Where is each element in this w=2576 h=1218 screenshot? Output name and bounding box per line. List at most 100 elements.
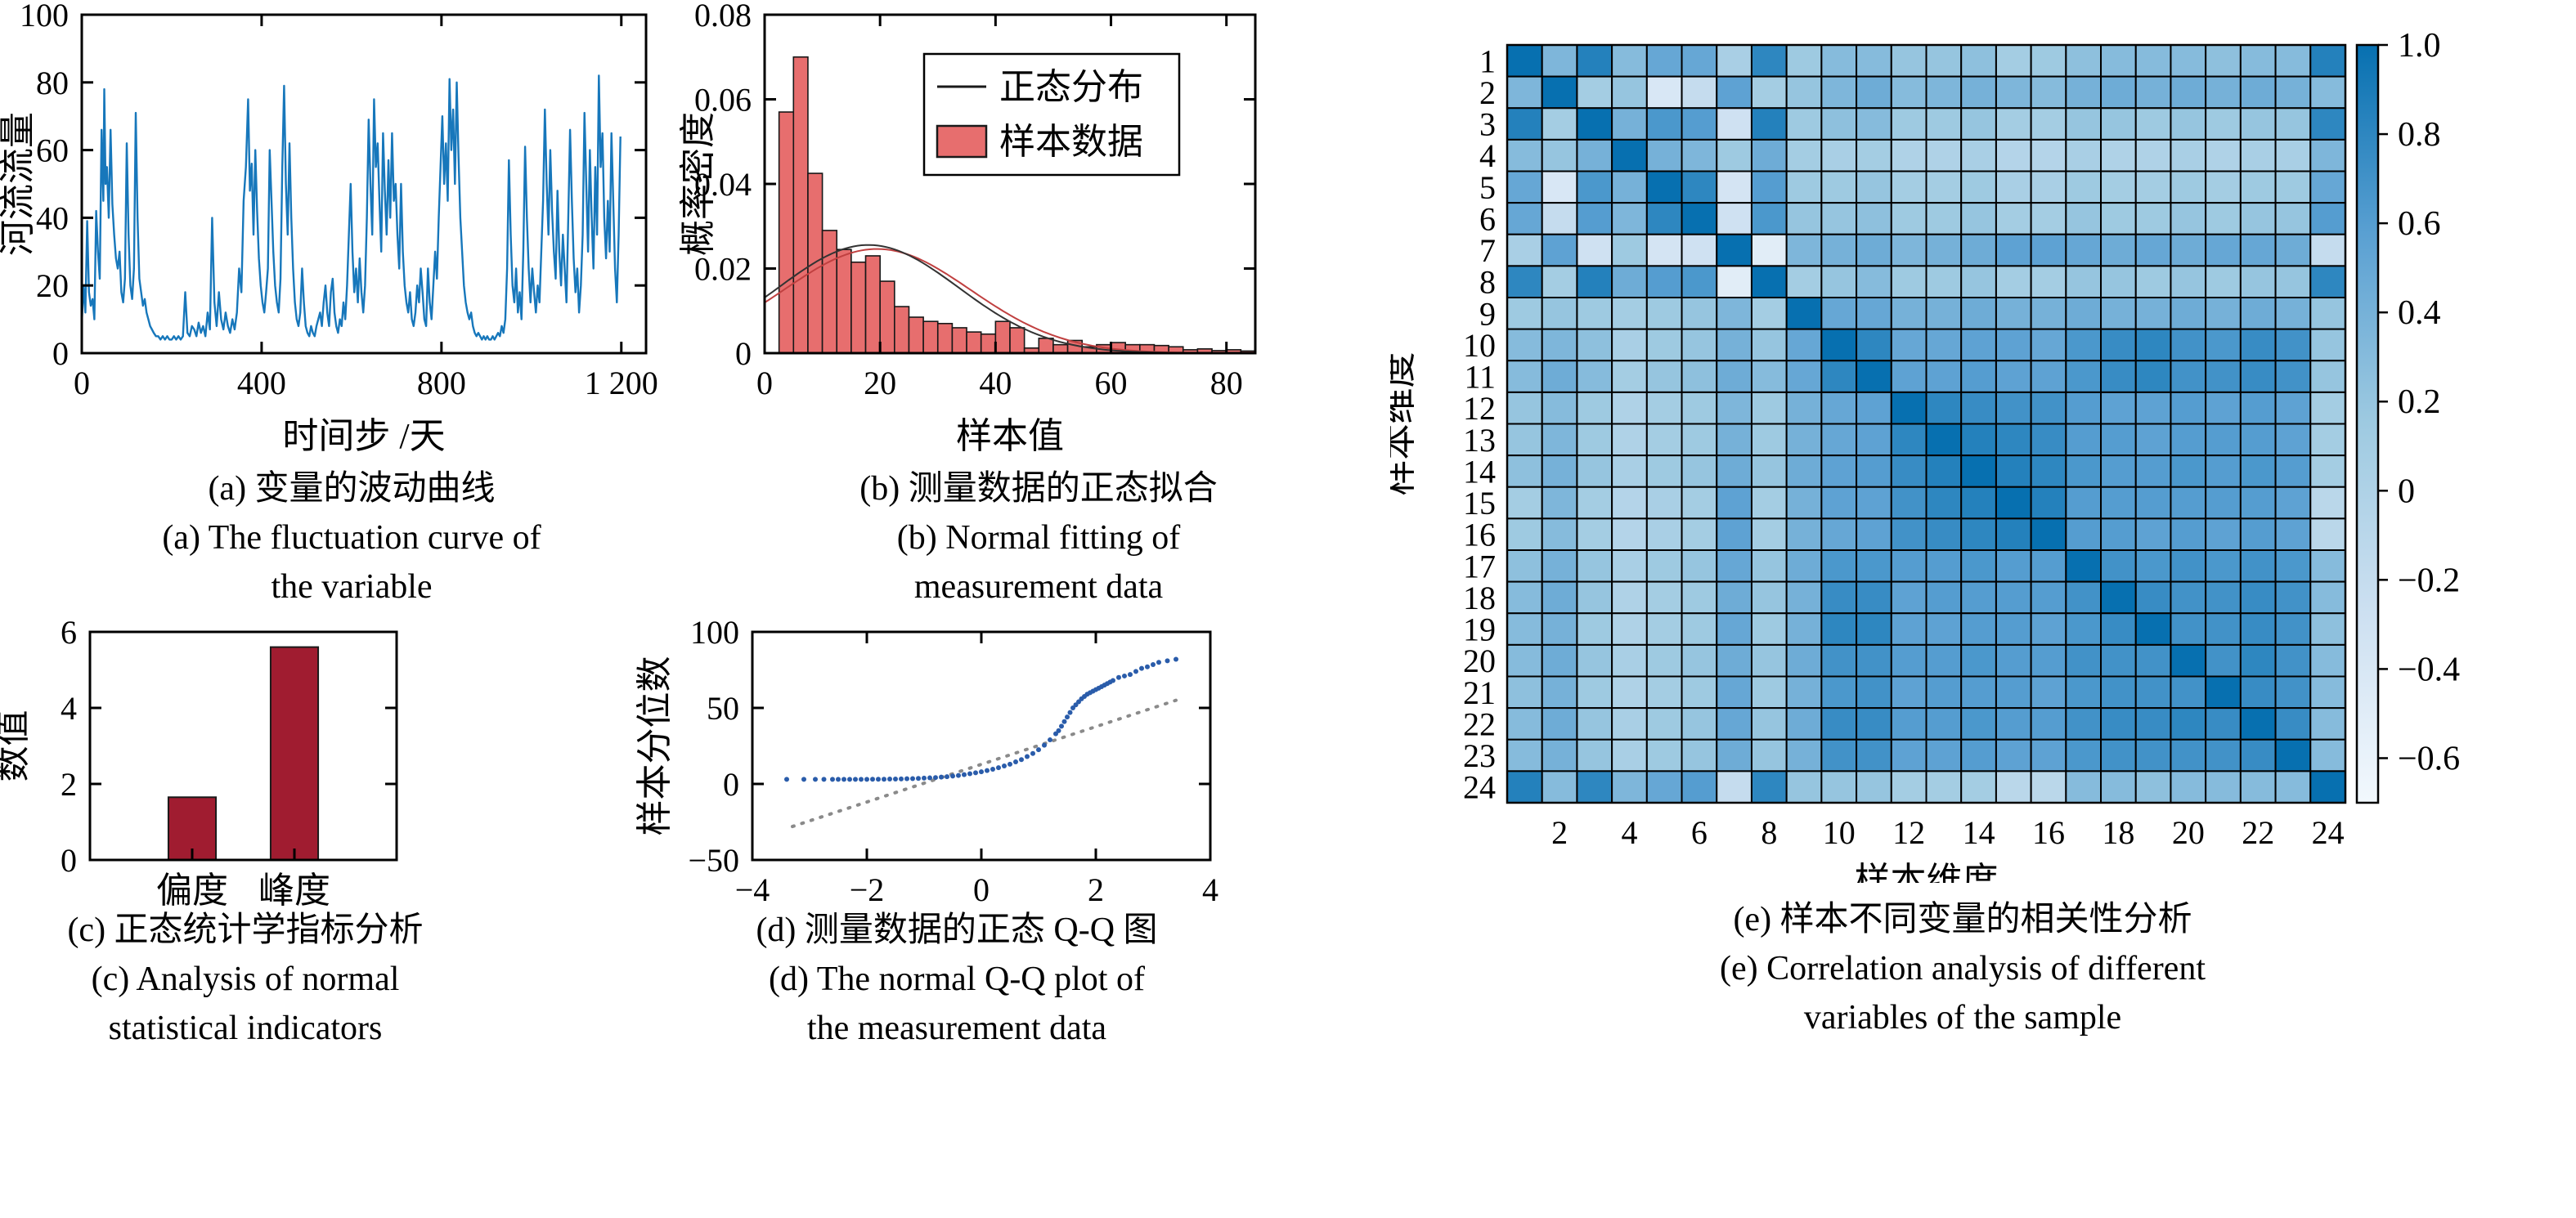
heatmap-cell [2100,360,2137,393]
heatmap-cell [1611,391,1648,425]
heatmap-cell [1960,138,1997,172]
heatmap-cell [2065,675,2103,710]
heatmap-cell [1785,486,1823,520]
heatmap-cell [1645,265,1683,298]
heatmap-cell [1856,391,1892,425]
tick-label: 4 [1202,871,1218,908]
heatmap-cell [1820,486,1858,520]
heatmap-cell [2065,486,2103,520]
heatmap-cell [2239,738,2277,772]
heatmap-cell [2065,328,2103,362]
heatmap-cell [1716,580,1752,615]
heatmap-cell [2065,643,2103,678]
heatmap-cell [1750,170,1788,204]
heatmap-cell [2030,738,2067,772]
heatmap-cell [1785,202,1823,235]
legend-label-sample: 样本数据 [999,122,1143,162]
qq-point [956,772,961,778]
qq-point [1139,665,1144,671]
heatmap-cell [1785,75,1823,110]
heatmap-cell [2239,549,2277,583]
heatmap-cell [2170,770,2207,804]
heatmap-cell [2065,738,2103,772]
heatmap-cell [1856,360,1892,393]
caption-a-en-2: the variable [271,568,433,606]
heatmap-cell [1890,549,1928,583]
heatmap-cell [1716,75,1752,110]
heatmap-cell [1856,770,1892,804]
heatmap-cell [1785,107,1823,141]
tick-label: 800 [417,365,466,401]
heatmap-cell [1506,643,1543,678]
qq-point [990,766,995,772]
heatmap-cell [2309,265,2346,298]
heatmap-cell [1611,517,1648,551]
heatmap-cell [2274,517,2312,551]
row-label: 21 [1463,674,1496,711]
subplot-d-qq-plot: −4 −2 0 2 4 −50 0 50 100 样本分位数 [572,605,1349,956]
heatmap-cell [2239,486,2277,520]
heatmap-cell [2274,391,2312,425]
qq-points [784,656,1178,782]
tick-label: 0.06 [694,82,752,119]
heatmap-cell [2134,517,2172,551]
heatmap-cell [1890,517,1928,551]
heatmap-cell [1960,170,1997,204]
heatmap-cell [2309,233,2346,267]
heatmap-cell [2239,170,2277,204]
heatmap-cell [1856,44,1892,78]
heatmap-cell [1925,265,1963,298]
row-label: 12 [1463,390,1496,427]
heatmap-cell [2030,455,2067,488]
row-label: 4 [1479,137,1496,174]
heatmap-cell [1785,265,1823,298]
heatmap-cell [2239,517,2277,551]
heatmap-cell [1750,360,1788,393]
caption-d-en-1: (d) The normal Q-Q plot of [769,961,1145,998]
heatmap-cell [1576,107,1613,141]
tick-label: 20 [36,267,69,304]
heatmap-cell [1856,138,1892,172]
heatmap-cell [2134,391,2172,425]
heatmap-cell [1716,107,1752,141]
heatmap-cell [1820,770,1858,804]
tick-label: −2 [850,871,885,908]
heatmap-cell [1541,580,1578,615]
heatmap-cell [1611,265,1648,298]
heatmap-cell [1925,738,1963,772]
heatmap-cell [1995,233,2032,267]
heatmap-cell [2274,360,2312,393]
heatmap-cell [1506,738,1543,772]
col-label: 16 [2032,814,2065,851]
heatmap-cell [1995,580,2032,615]
qq-point [1128,672,1133,678]
heatmap-cell [2030,138,2067,172]
heatmap-cell [1681,486,1718,520]
heatmap-cell [2205,75,2242,110]
heatmap-cell [1541,202,1578,235]
heatmap-cell [1856,265,1892,298]
heatmap-cell [2239,360,2277,393]
heatmap-cell [2100,423,2137,457]
heatmap-cell [1995,517,2032,551]
heatmap-cell [1890,612,1928,646]
heatmap-cell [1925,107,1963,141]
heatmap-cell [1750,738,1788,772]
heatmap-cell [1645,770,1683,804]
heatmap-cell [1925,391,1963,425]
heatmap-cell [1856,486,1892,520]
heatmap-cell [2065,770,2103,804]
heatmap-cell [1576,580,1613,615]
heatmap-cell [1681,517,1718,551]
heatmap-cell [1890,423,1928,457]
heatmap-cell [2100,138,2137,172]
heatmap-cell [2065,233,2103,267]
heatmap-cell [2030,770,2067,804]
heatmap-cell [2030,297,2067,330]
heatmap-cell [1716,170,1752,204]
histogram-bar [778,111,795,354]
heatmap-cell [1576,170,1613,204]
qq-point [916,776,921,781]
histogram-bar [980,333,997,354]
qq-point [821,777,827,782]
